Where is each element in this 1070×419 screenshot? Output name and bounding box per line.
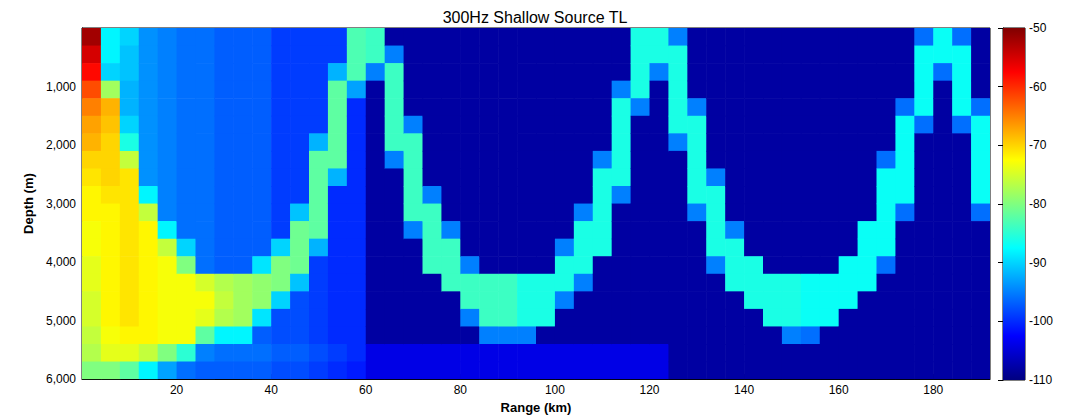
svg-text:5,000: 5,000 [46,314,76,328]
svg-text:Range (km): Range (km) [501,400,572,415]
svg-text:4,000: 4,000 [46,255,76,269]
svg-text:6,000: 6,000 [46,372,76,386]
svg-text:-90: -90 [1029,256,1047,270]
svg-text:120: 120 [639,383,659,397]
svg-text:140: 140 [734,383,754,397]
svg-text:Depth (m): Depth (m) [21,173,36,234]
svg-text:-60: -60 [1029,80,1047,94]
svg-text:3,000: 3,000 [46,197,76,211]
svg-text:180: 180 [923,383,943,397]
svg-text:1,000: 1,000 [46,80,76,94]
svg-text:300Hz Shallow Source TL: 300Hz Shallow Source TL [443,9,628,26]
svg-text:-110: -110 [1029,373,1052,387]
svg-text:-50: -50 [1029,21,1047,35]
svg-text:80: 80 [454,383,468,397]
svg-text:-70: -70 [1029,138,1047,152]
svg-text:40: 40 [264,383,278,397]
svg-text:20: 20 [170,383,184,397]
svg-text:-80: -80 [1029,197,1047,211]
svg-text:100: 100 [545,383,565,397]
svg-text:60: 60 [359,383,373,397]
svg-text:-100: -100 [1029,314,1053,328]
svg-text:160: 160 [829,383,849,397]
svg-text:2,000: 2,000 [46,138,76,152]
